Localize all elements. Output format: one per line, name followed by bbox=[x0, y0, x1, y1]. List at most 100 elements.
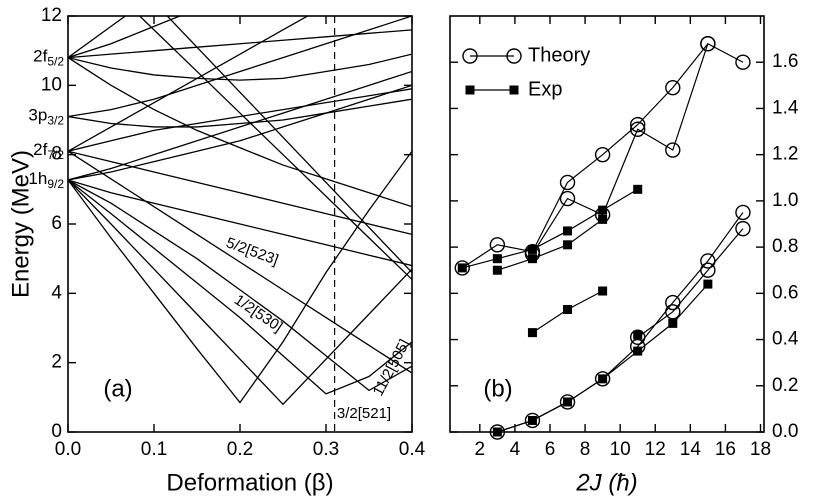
square-marker bbox=[563, 240, 573, 250]
circle-marker bbox=[700, 262, 716, 278]
square-marker bbox=[703, 279, 713, 289]
level-curve bbox=[138, 16, 412, 280]
y-tick-label: 0 bbox=[51, 421, 62, 442]
level-curve bbox=[166, 16, 412, 273]
circle-marker bbox=[489, 237, 506, 253]
y-tick-label: 1.0 bbox=[772, 190, 798, 211]
square-marker bbox=[563, 397, 573, 407]
series-line bbox=[637, 228, 744, 338]
square-marker bbox=[492, 265, 502, 275]
level-curve bbox=[68, 179, 412, 392]
level-curve bbox=[68, 150, 412, 236]
circle-marker bbox=[735, 54, 751, 70]
x-tick-label: 8 bbox=[580, 439, 591, 460]
series-line bbox=[531, 43, 709, 255]
y-tick-label: 8 bbox=[51, 144, 62, 165]
square-marker bbox=[465, 85, 475, 95]
circle-marker bbox=[524, 412, 541, 429]
circle-marker bbox=[735, 220, 751, 237]
orbital-label: 11/2[505] bbox=[370, 337, 414, 399]
y-tick-label: 1.4 bbox=[772, 97, 799, 118]
level-curve bbox=[68, 150, 412, 404]
circle-marker bbox=[454, 260, 470, 276]
level-curve bbox=[68, 16, 182, 59]
panel-label: (b) bbox=[483, 375, 512, 402]
circle-marker bbox=[629, 121, 646, 137]
x-tick-label: 14 bbox=[680, 439, 702, 460]
level-curve bbox=[68, 150, 412, 374]
level-subscript: 5/2 bbox=[47, 55, 64, 69]
square-marker bbox=[633, 184, 643, 194]
y-tick-label: 1.6 bbox=[772, 51, 798, 72]
level-name: 3p bbox=[28, 106, 47, 125]
y-tick-label: 0.0 bbox=[772, 421, 798, 442]
y-tick-label: 12 bbox=[41, 5, 62, 26]
square-marker bbox=[527, 244, 537, 254]
level-subscript: 9/2 bbox=[47, 177, 64, 191]
y-tick-label: 2 bbox=[51, 352, 62, 373]
square-marker bbox=[457, 263, 467, 273]
level-curve bbox=[68, 179, 412, 267]
level-curve bbox=[68, 16, 127, 59]
circle-marker bbox=[594, 146, 611, 163]
square-marker bbox=[527, 415, 537, 425]
circle-marker bbox=[559, 190, 576, 207]
level-curve bbox=[68, 179, 412, 395]
x-tick-label: 4 bbox=[510, 439, 521, 460]
level-subscript: 3/2 bbox=[47, 114, 64, 128]
orbital-label: 3/2[521] bbox=[337, 405, 391, 422]
plot-frame bbox=[449, 15, 765, 433]
circle-marker bbox=[559, 174, 576, 191]
y-tick-label: 0.6 bbox=[772, 282, 798, 303]
x-tick-label: 16 bbox=[715, 439, 736, 460]
level-label: 1h9/2 bbox=[28, 169, 64, 191]
circle-marker bbox=[559, 394, 576, 410]
x-tick-label: 0.4 bbox=[399, 439, 426, 460]
level-label: 2f7/2 bbox=[33, 141, 64, 163]
square-marker bbox=[598, 214, 608, 224]
y-tick-label: 10 bbox=[41, 74, 62, 95]
circle-marker bbox=[735, 204, 751, 221]
legend-label: Exp bbox=[528, 78, 562, 100]
orbital-label: 5/2[523] bbox=[224, 234, 281, 269]
x-tick-label: 18 bbox=[750, 439, 771, 460]
square-marker bbox=[527, 328, 537, 338]
level-curve bbox=[68, 16, 309, 152]
square-marker bbox=[509, 85, 519, 95]
y-tick-label: 4 bbox=[51, 282, 62, 303]
square-marker bbox=[563, 226, 573, 236]
square-marker bbox=[598, 286, 608, 296]
square-marker bbox=[492, 254, 502, 264]
x-tick-label: 6 bbox=[545, 439, 556, 460]
circle-marker bbox=[506, 48, 522, 64]
level-curve bbox=[68, 53, 412, 81]
legend-label: Theory bbox=[528, 44, 590, 66]
y-axis-title: Energy (MeV) bbox=[7, 150, 34, 298]
x-tick-label: 0.0 bbox=[55, 439, 81, 460]
circle-marker bbox=[665, 304, 681, 320]
level-curve bbox=[68, 57, 412, 208]
x-axis-title: Deformation (β) bbox=[166, 469, 333, 496]
y-tick-label: 0.8 bbox=[772, 236, 798, 257]
square-marker bbox=[598, 205, 608, 215]
circle-marker bbox=[665, 142, 681, 158]
x-tick-label: 12 bbox=[645, 439, 666, 460]
square-marker bbox=[598, 374, 608, 384]
series-line bbox=[461, 42, 744, 269]
y-tick-label: 6 bbox=[51, 213, 62, 234]
circle-marker bbox=[629, 329, 646, 345]
circle-marker bbox=[665, 294, 681, 311]
level-curve bbox=[68, 84, 412, 181]
x-tick-label: 0.3 bbox=[313, 439, 339, 460]
level-curve bbox=[68, 98, 412, 128]
circle-marker bbox=[700, 253, 716, 269]
x-tick-label: 0.2 bbox=[227, 439, 253, 460]
panel-label: (a) bbox=[103, 375, 132, 402]
x-axis-title: 2J (ħ) bbox=[575, 469, 637, 496]
circle-marker bbox=[665, 79, 681, 96]
level-curve bbox=[68, 16, 412, 118]
square-marker bbox=[668, 318, 678, 328]
series-line bbox=[462, 188, 639, 269]
y-tick-label: 0.2 bbox=[772, 375, 798, 396]
